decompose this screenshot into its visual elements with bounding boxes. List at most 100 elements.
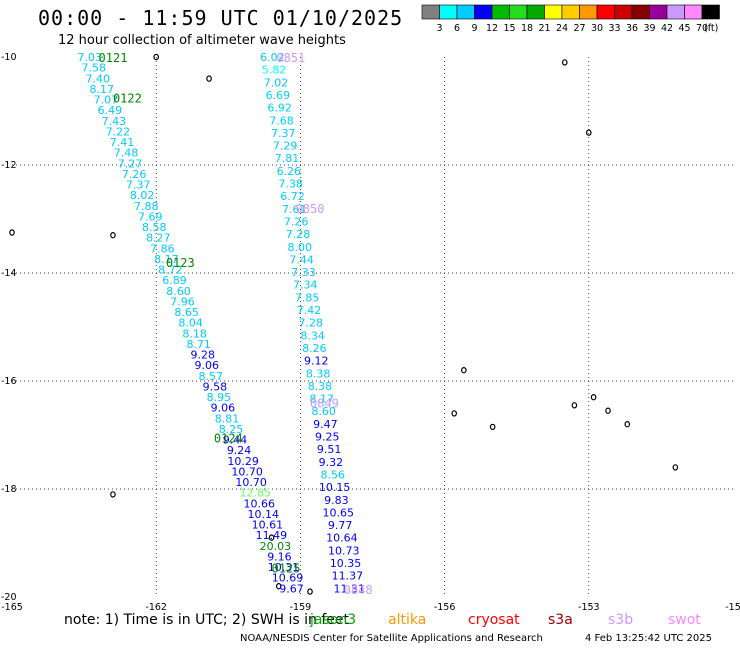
wave-height-label: 8.25 (219, 423, 244, 436)
wave-height-label: 9.58 (203, 380, 228, 393)
pass-time-label: 0851 (276, 51, 305, 65)
wave-height-label: 6.92 (267, 102, 292, 115)
legend-swatch (701, 4, 720, 20)
wave-height-label: 10.70 (235, 476, 267, 489)
island-outline (672, 464, 679, 471)
legend-label: 3 (436, 23, 442, 34)
wave-height-label: 8.17 (154, 253, 179, 266)
wave-height-label: 7.02 (264, 76, 289, 89)
wave-height-label: 8.04 (178, 317, 203, 330)
satellite-legend-item: altika (388, 612, 427, 628)
legend-unit: (ft) (704, 23, 718, 34)
island-outline (206, 75, 212, 82)
wave-height-label: 7.26 (122, 168, 147, 181)
wave-height-label: 8.00 (288, 241, 313, 254)
wave-height-label: 7.38 (278, 178, 303, 191)
pass-time-label: 0849 (310, 397, 339, 411)
wave-height-label: 20.03 (260, 540, 292, 553)
wave-height-label: 8.18 (182, 327, 207, 340)
wave-height-label: 7.28 (286, 228, 311, 241)
wave-height-label: 10.66 (244, 497, 276, 510)
wave-height-label: 10.73 (328, 544, 360, 557)
wave-height-label: 6.72 (280, 190, 305, 203)
wave-height-map: -165 -162 -159 -156 -153 -15 -10 -12 -14 -16 -18 -2… (1, 51, 740, 612)
wave-height-label: 7.37 (126, 179, 151, 192)
wave-height-label: 10.70 (231, 465, 263, 478)
island-outline (153, 53, 160, 61)
wave-height-label: 8.60 (166, 285, 191, 298)
island-outline (590, 394, 597, 401)
legend-label: 15 (503, 23, 515, 34)
wave-height-label: 8.81 (215, 412, 240, 425)
island-outline (571, 402, 578, 409)
legend-label: 24 (556, 23, 568, 34)
y-tick-label: -16 (1, 376, 17, 387)
color-legend: 3 6 9 12 15 18 21 24 27 30 33 36 39 42 45 70(ft) (421, 4, 720, 34)
legend-label: 36 (626, 23, 638, 34)
wave-height-label: 8.72 (158, 264, 183, 277)
wave-height-label: 8.02 (130, 189, 155, 202)
wave-height-label: 7.68 (269, 114, 294, 127)
island-outline (489, 423, 496, 431)
legend-label: 70 (696, 23, 708, 34)
wave-height-label: 7.26 (284, 215, 309, 228)
wave-height-label: 9.06 (211, 402, 236, 415)
wave-height-label: 7.34 (293, 279, 318, 292)
wave-height-label: 6.89 (162, 274, 187, 287)
y-tick-label: -10 (1, 52, 17, 63)
wave-height-label: 7.40 (86, 72, 111, 85)
wave-height-label: 7.07 (94, 94, 119, 107)
wave-height-label: 10.64 (326, 532, 358, 545)
wave-height-label: 9.51 (317, 443, 342, 456)
wave-height-label: 8.95 (207, 391, 232, 404)
legend-label: 45 (678, 23, 690, 34)
x-tick-label: -153 (578, 602, 600, 612)
y-tick-label: -14 (1, 268, 17, 279)
legend-label: 21 (538, 23, 550, 34)
legend-label: 33 (608, 23, 620, 34)
wave-height-label: 10.35 (330, 557, 362, 570)
wave-height-label: 8.38 (308, 380, 333, 393)
wave-height-label: 9.06 (195, 359, 220, 372)
credit-text: NOAA/NESDIS Center for Satellite Applica… (240, 633, 543, 644)
wave-height-label: 8.65 (174, 306, 199, 319)
satellite-legend-item: s3b (608, 612, 634, 628)
wave-height-label: 7.69 (138, 210, 163, 223)
island-outline (110, 491, 116, 498)
wave-height-label: 8.38 (306, 367, 331, 380)
satellite-legend-item: swot (668, 612, 701, 628)
wave-height-label: 7.44 (289, 253, 314, 266)
wave-height-label: 9.83 (324, 494, 349, 507)
wave-height-label: 9.77 (328, 519, 353, 532)
wave-height-label: 7.85 (295, 291, 320, 304)
wave-height-label: 6.49 (98, 104, 123, 117)
pass-time-label: 0121 (99, 51, 128, 65)
wave-height-label: 9.32 (319, 456, 344, 469)
wave-height-label: 8.26 (302, 342, 327, 355)
wave-height-label: 8.71 (186, 338, 211, 351)
wave-height-label: 8.17 (310, 393, 335, 406)
wave-height-label: 8.34 (300, 329, 325, 342)
legend-label: 42 (661, 23, 673, 34)
legend-label: 27 (573, 23, 585, 34)
wave-height-label: 9.44 (223, 434, 248, 447)
island-outline (307, 588, 313, 595)
island-outline (268, 534, 275, 541)
x-tick-label: -156 (434, 602, 456, 612)
wave-height-label: 6.02 (260, 51, 285, 64)
legend-label: 12 (486, 23, 498, 34)
wave-height-label: 7.81 (275, 152, 300, 165)
wave-height-label: 9.25 (315, 431, 340, 444)
island-outline (561, 59, 568, 66)
wave-height-label: 7.29 (273, 140, 298, 153)
x-tick-label: -15 (725, 602, 740, 612)
wave-height-label: 7.43 (102, 115, 127, 128)
wave-height-label: 9.12 (304, 355, 329, 368)
legend-label: 18 (521, 23, 533, 34)
pass-time-label: 0850 (296, 202, 325, 216)
wave-height-label: 10.31 (268, 561, 300, 574)
island-outline (275, 583, 282, 590)
wave-height-label: 10.69 (272, 572, 304, 585)
x-tick-label: -165 (1, 602, 23, 612)
wave-height-label: 10.15 (319, 481, 351, 494)
